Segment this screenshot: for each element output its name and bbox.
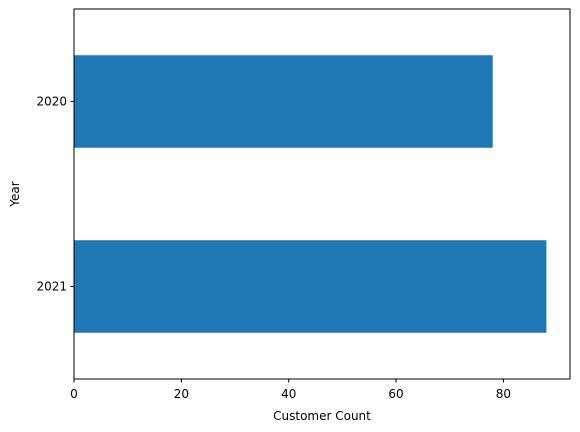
x-tick-label-60: 60 — [388, 387, 403, 401]
x-axis-label: Customer Count — [273, 409, 371, 423]
x-tick-label-40: 40 — [281, 387, 296, 401]
x-axis-ticks: 0 20 40 60 80 — [70, 379, 511, 401]
bar-2020 — [74, 55, 493, 148]
plot-frame — [73, 8, 571, 380]
x-tick-label-20: 20 — [174, 387, 189, 401]
y-axis-ticks: 2020 2021 — [36, 95, 74, 294]
bar-2021 — [74, 240, 547, 333]
y-tick-label-2021: 2021 — [36, 280, 67, 294]
x-tick-label-80: 80 — [496, 387, 511, 401]
x-tick-label-0: 0 — [70, 387, 78, 401]
y-tick-label-2020: 2020 — [36, 95, 67, 109]
bars-group — [74, 55, 547, 333]
y-axis-label: Year — [8, 181, 22, 207]
